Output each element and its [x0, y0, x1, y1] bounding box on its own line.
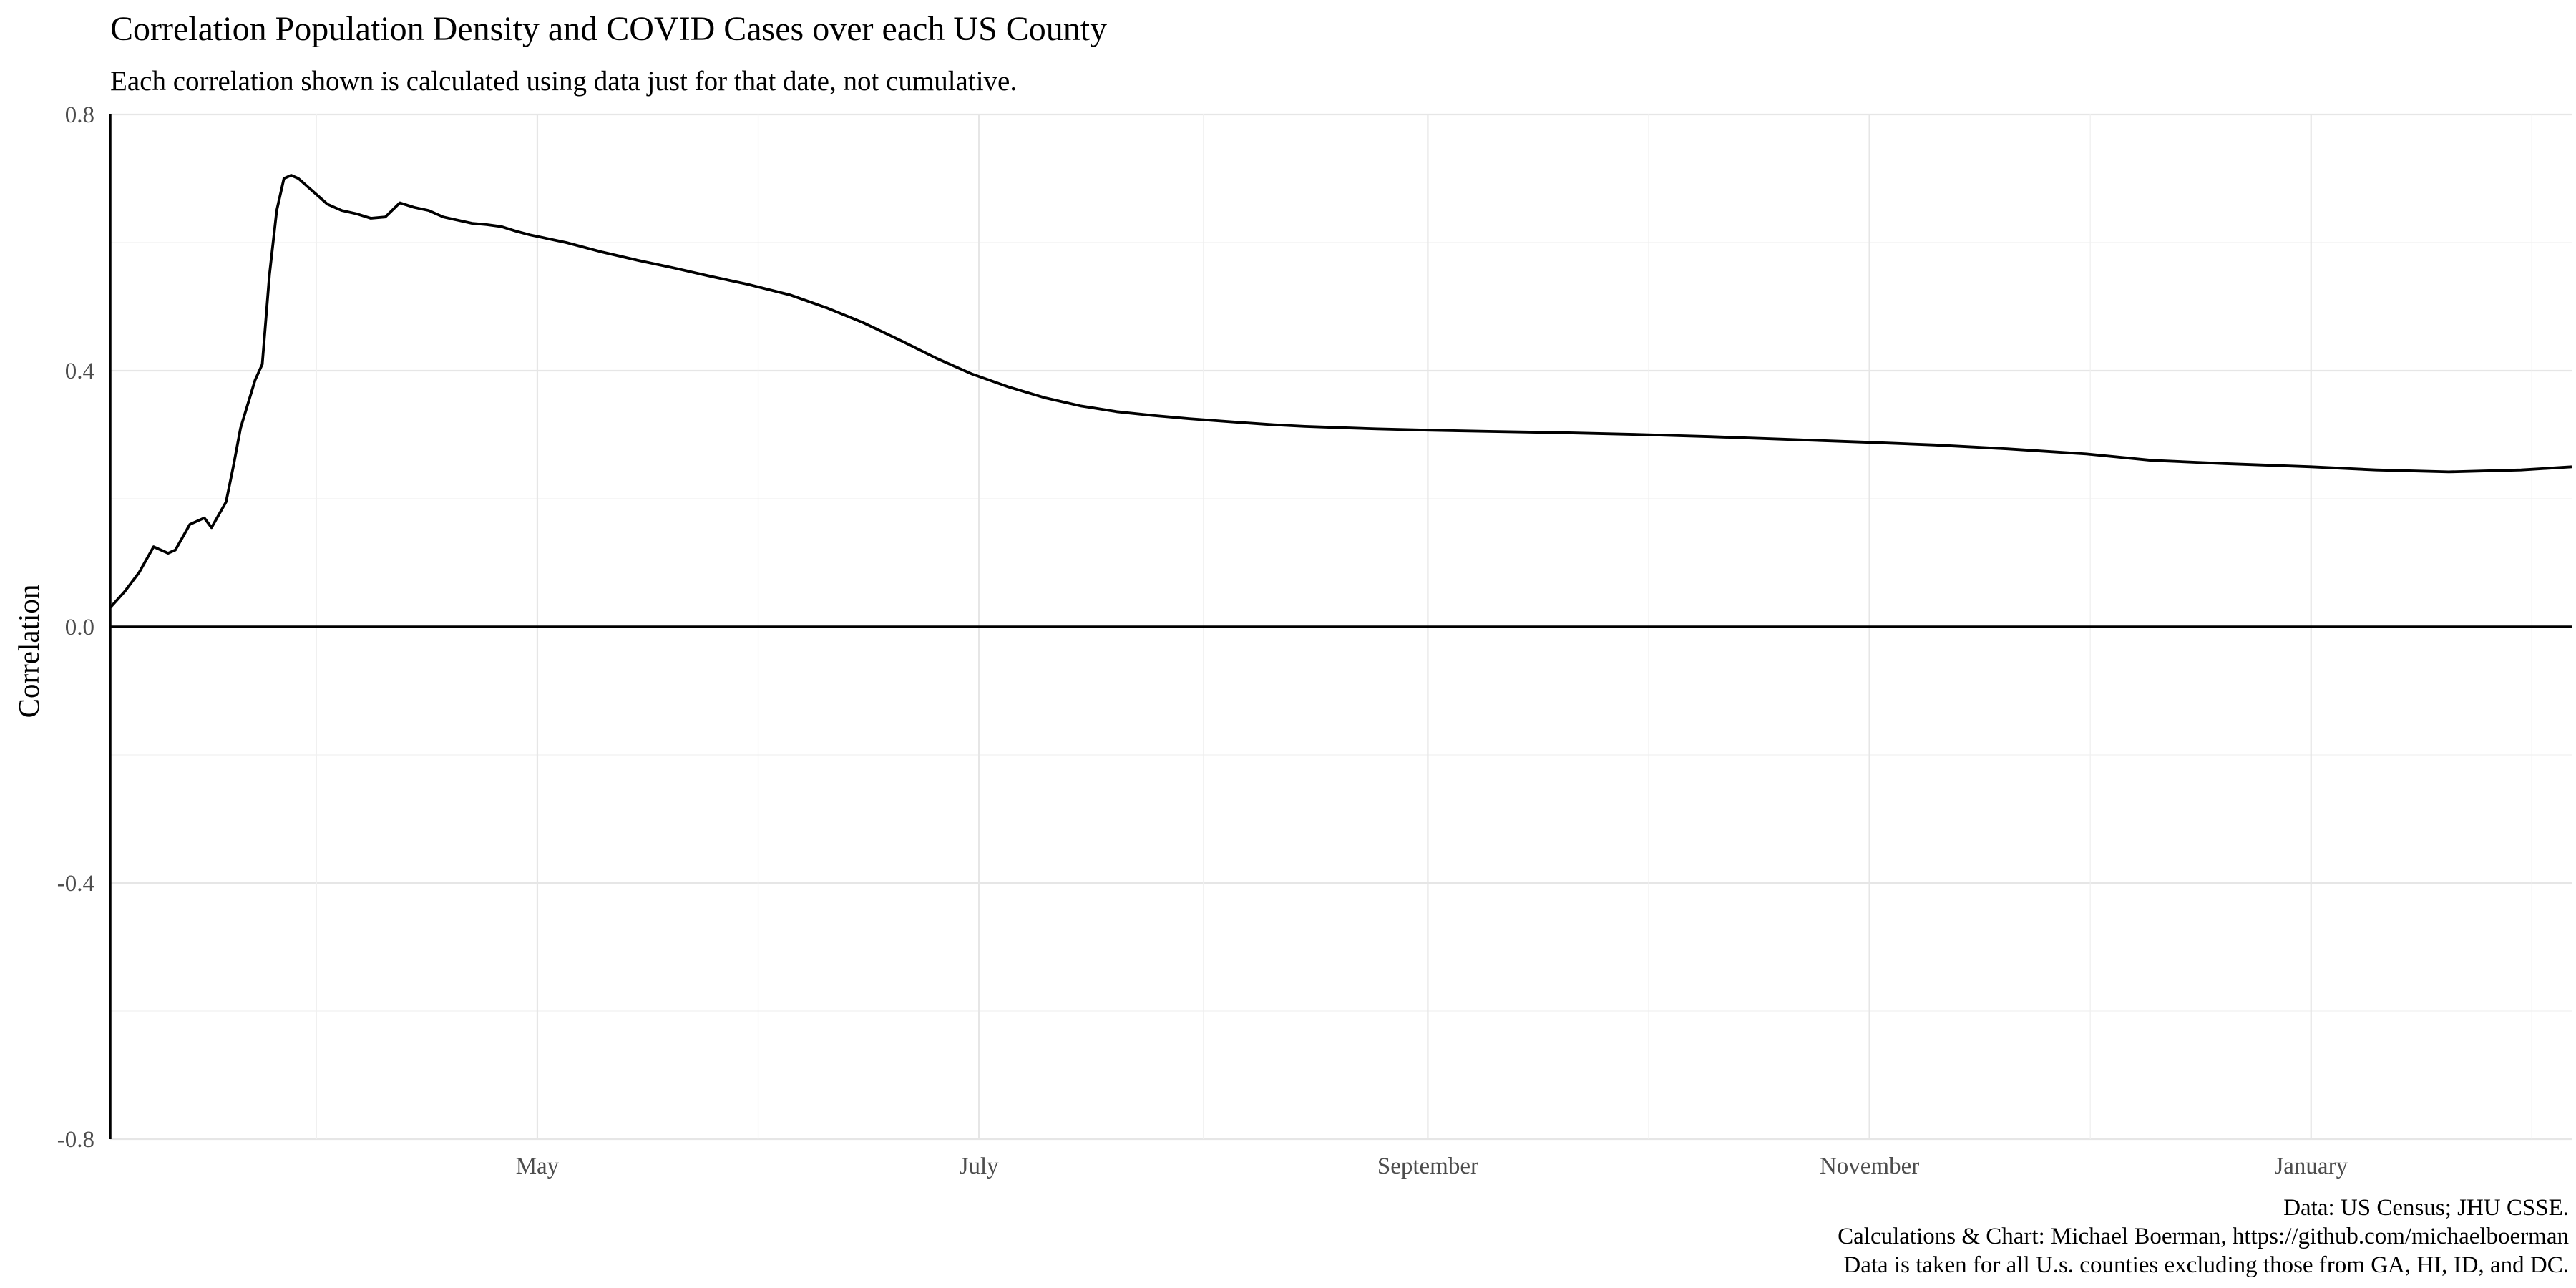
- x-tick-label: July: [960, 1153, 1000, 1179]
- y-tick-label: -0.4: [57, 871, 94, 897]
- y-tick-label: 0.8: [65, 102, 94, 128]
- y-tick-label: -0.8: [57, 1127, 94, 1153]
- x-tick-label: May: [516, 1153, 560, 1179]
- caption-line-2: Calculations & Chart: Michael Boerman, h…: [1838, 1224, 2569, 1249]
- caption-line-3: Data is taken for all U.s. counties excl…: [1843, 1252, 2569, 1278]
- y-tick-label: 0.0: [65, 615, 94, 640]
- x-tick-label: January: [2274, 1153, 2348, 1179]
- y-tick-labels: -0.8 -0.4 0.0 0.4 0.8: [57, 102, 94, 1153]
- caption-line-1: Data: US Census; JHU CSSE.: [2283, 1195, 2569, 1221]
- y-axis-title: Correlation: [12, 585, 45, 718]
- x-tick-label: September: [1377, 1153, 1478, 1179]
- x-tick-label: November: [1820, 1153, 1919, 1179]
- series-line-0: [109, 174, 2572, 609]
- chart-subtitle: Each correlation shown is calculated usi…: [110, 66, 1017, 97]
- series-layer: [109, 174, 2572, 609]
- chart-title: Correlation Population Density and COVID…: [110, 10, 1107, 48]
- y-tick-label: 0.4: [65, 358, 94, 384]
- x-tick-labels: May July September November January: [516, 1153, 2348, 1179]
